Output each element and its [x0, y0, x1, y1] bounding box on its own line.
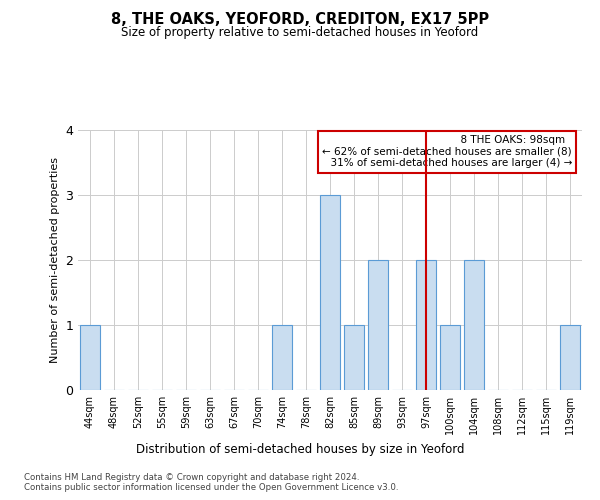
Bar [416, 260, 436, 390]
Bar [464, 260, 484, 390]
Text: Distribution of semi-detached houses by size in Yeoford: Distribution of semi-detached houses by … [136, 442, 464, 456]
Bar [560, 325, 580, 390]
Text: Contains HM Land Registry data © Crown copyright and database right 2024.: Contains HM Land Registry data © Crown c… [24, 472, 359, 482]
Bar [440, 325, 460, 390]
Bar [368, 260, 388, 390]
Bar [320, 195, 340, 390]
Text: 8 THE OAKS: 98sqm  
← 62% of semi-detached houses are smaller (8)
  31% of semi-: 8 THE OAKS: 98sqm ← 62% of semi-detached… [322, 135, 572, 168]
Bar [80, 325, 100, 390]
Text: Size of property relative to semi-detached houses in Yeoford: Size of property relative to semi-detach… [121, 26, 479, 39]
Text: Contains public sector information licensed under the Open Government Licence v3: Contains public sector information licen… [24, 484, 398, 492]
Text: 8, THE OAKS, YEOFORD, CREDITON, EX17 5PP: 8, THE OAKS, YEOFORD, CREDITON, EX17 5PP [111, 12, 489, 28]
Bar [272, 325, 292, 390]
Bar [344, 325, 364, 390]
Y-axis label: Number of semi-detached properties: Number of semi-detached properties [50, 157, 59, 363]
